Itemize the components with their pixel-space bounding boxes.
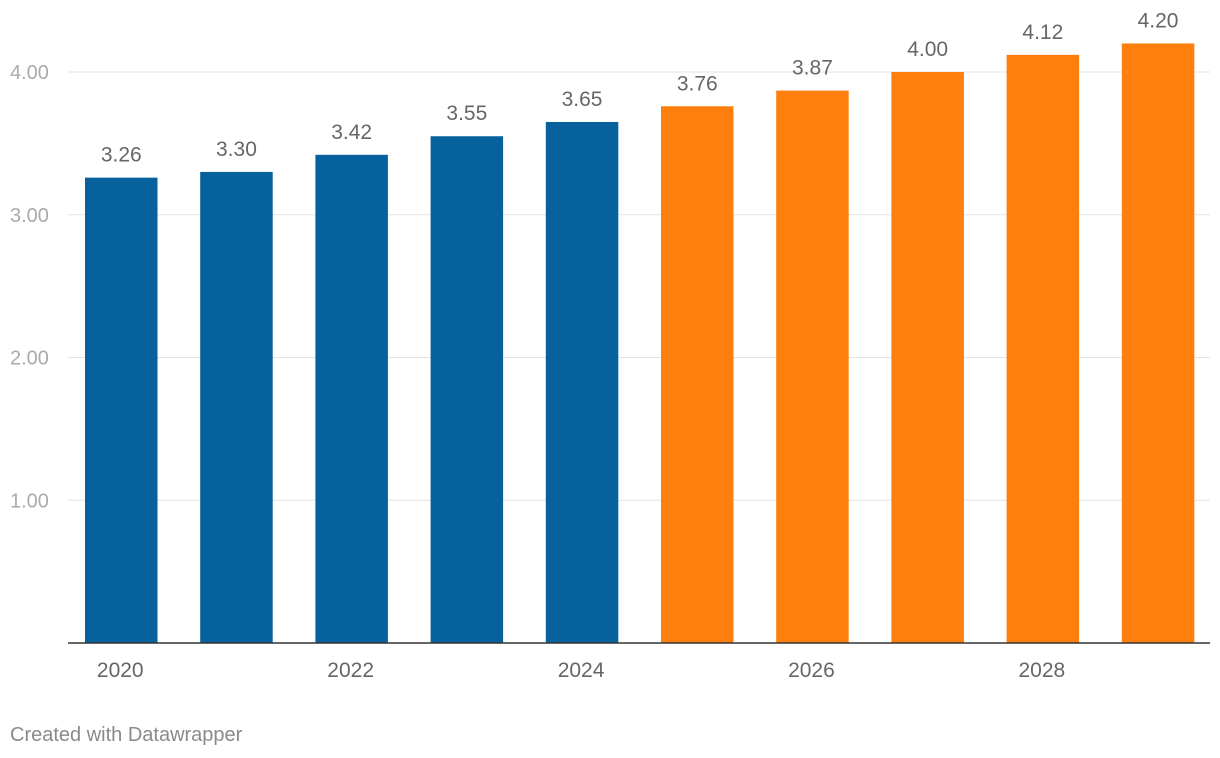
x-tick-label-2028: 2028: [1018, 659, 1065, 682]
bar-2021: [200, 171, 273, 644]
value-labels: 3.26 3.30 3.42 3.55 3.65 3.76 3.87 4.00 4.12 4.20: [101, 9, 1179, 166]
value-label-2023: 3.55: [446, 102, 487, 125]
y-tick-label-2: 3.00: [10, 205, 49, 227]
value-label-2021: 3.30: [216, 138, 257, 161]
bar-chart: 1.00 2.00 3.00 4.00 3.26 3.30 3.42 3.55 3.65 3.7…: [10, 9, 1210, 682]
value-label-2027: 4.00: [907, 38, 948, 61]
bar-2028: [1006, 54, 1080, 644]
value-label-2020: 3.26: [101, 144, 142, 167]
bar-2025: [661, 106, 734, 643]
y-axis-ticks: 1.00 2.00 3.00 4.00: [10, 62, 49, 512]
bar-2022: [315, 154, 388, 644]
chart-svg: 1.00 2.00 3.00 4.00 3.26 3.30 3.42 3.55 3.65 3.7…: [10, 9, 1210, 682]
bar-2020: [85, 177, 158, 643]
y-tick-label-3: 4.00: [10, 62, 49, 84]
value-label-2026: 3.87: [792, 57, 833, 80]
footer-credit: Created with Datawrapper: [10, 724, 243, 746]
bar-2027: [891, 72, 964, 643]
bar-2024: [545, 121, 619, 643]
x-tick-label-2020: 2020: [97, 659, 144, 682]
value-label-2028: 4.12: [1022, 21, 1063, 44]
value-label-2029: 4.20: [1138, 9, 1179, 32]
bars: [85, 43, 1195, 644]
y-tick-label-1: 2.00: [10, 348, 49, 370]
x-axis-ticks: 2020 2022 2024 2026 2028: [97, 659, 1065, 682]
value-label-2022: 3.42: [331, 121, 372, 144]
bar-2026: [776, 90, 849, 644]
x-tick-label-2026: 2026: [788, 659, 835, 682]
y-tick-label-0: 1.00: [10, 490, 49, 512]
value-label-2024: 3.65: [562, 88, 603, 111]
bar-2029: [1121, 43, 1195, 643]
bar-2023: [430, 136, 504, 644]
value-label-2025: 3.76: [677, 72, 718, 95]
x-tick-label-2024: 2024: [558, 659, 605, 682]
x-tick-label-2022: 2022: [327, 659, 374, 682]
